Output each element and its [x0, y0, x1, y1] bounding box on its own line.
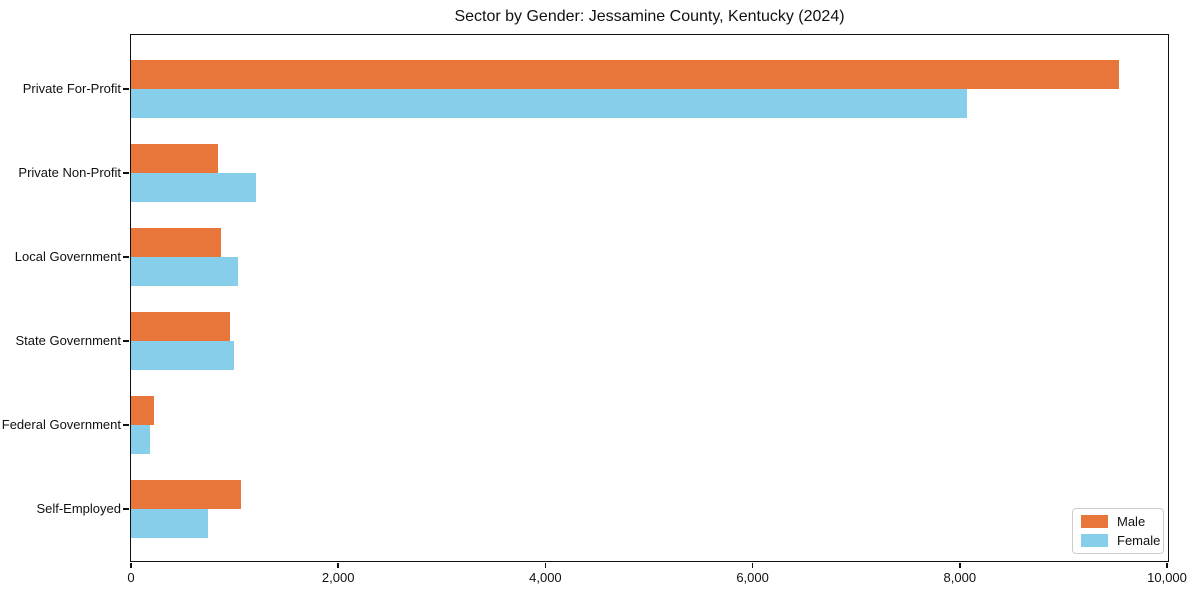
bar-male-1	[131, 144, 218, 173]
x-tick-label: 10,000	[1147, 570, 1187, 585]
y-category-label: Federal Government	[1, 417, 121, 432]
bar-female-3	[131, 341, 234, 370]
bar-female-4	[131, 425, 150, 454]
legend-swatch-female-icon	[1081, 534, 1108, 547]
y-tick-mark	[123, 256, 129, 258]
legend-label-female: Female	[1117, 533, 1161, 548]
bar-female-5	[131, 509, 208, 538]
legend-item-female: Female	[1081, 533, 1160, 548]
x-tick-mark	[959, 562, 961, 568]
bar-male-0	[131, 60, 1119, 89]
x-tick-mark	[337, 562, 339, 568]
x-tick-label: 0	[127, 570, 135, 585]
y-category-label: Private Non-Profit	[18, 165, 121, 180]
x-tick-mark	[544, 562, 547, 568]
y-category-label: Private For-Profit	[22, 81, 121, 96]
y-tick-mark	[123, 340, 129, 342]
x-tick-label: 8,000	[943, 570, 977, 585]
y-tick-mark	[123, 424, 129, 426]
bar-male-5	[131, 480, 241, 509]
bar-male-4	[131, 396, 154, 425]
legend-swatch-male-icon	[1081, 515, 1108, 528]
x-tick-label: 2,000	[321, 570, 355, 585]
bar-female-1	[131, 173, 256, 202]
y-tick-mark	[123, 172, 129, 174]
bar-male-3	[131, 312, 230, 341]
plot-area: Private For-Profit Private Non-Profit Loca…	[2, 34, 1187, 585]
bar-female-0	[131, 89, 967, 118]
bar-female-2	[131, 257, 238, 286]
y-tick-mark	[123, 508, 129, 510]
x-tick-label: 4,000	[529, 570, 562, 585]
y-category-label: Self-Employed	[36, 501, 121, 516]
legend: Male Female	[1072, 508, 1164, 554]
legend-label-male: Male	[1117, 514, 1146, 529]
y-category-label: Local Government	[14, 249, 121, 264]
bar-male-2	[131, 228, 221, 257]
legend-item-male: Male	[1081, 514, 1155, 529]
x-tick-mark	[130, 562, 132, 568]
chart-title: Sector by Gender: Jessamine County, Kent…	[454, 8, 845, 25]
x-tick-label: 6,000	[736, 570, 769, 585]
y-category-label: State Government	[15, 333, 122, 348]
y-tick-mark	[123, 88, 129, 90]
x-tick-mark	[751, 562, 754, 568]
x-tick-mark	[1166, 562, 1168, 568]
